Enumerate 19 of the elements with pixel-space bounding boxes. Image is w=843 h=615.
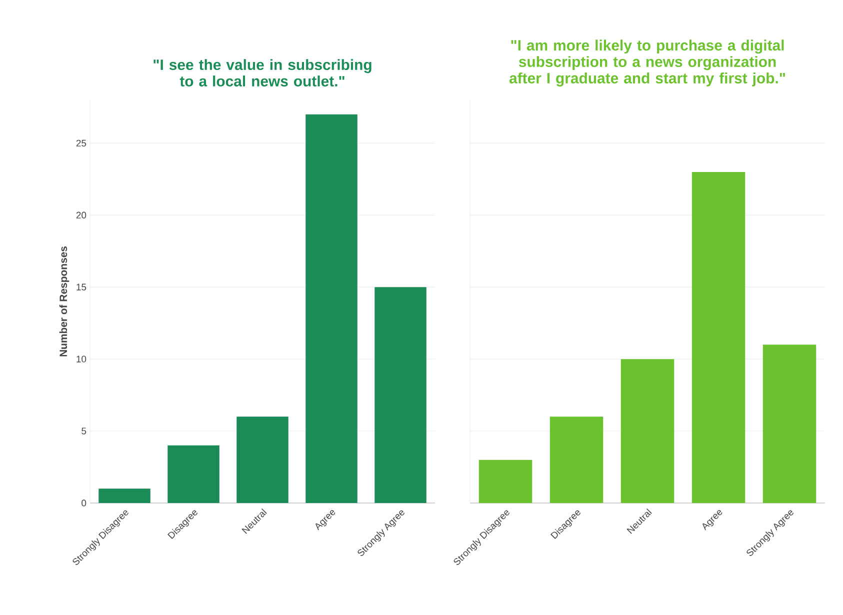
bar: [236, 416, 288, 503]
bar: [306, 114, 358, 503]
y-tick-label: 25: [76, 140, 86, 147]
bar: [692, 172, 746, 503]
bar: [478, 460, 532, 503]
y-tick-label: 15: [76, 284, 86, 290]
bar: [762, 344, 816, 503]
y-axis-title: Number of Responses: [59, 246, 70, 356]
y-tick-label: 20: [76, 212, 86, 218]
y-tick-label: 0: [82, 500, 86, 506]
bar: [168, 445, 220, 503]
bar: [550, 416, 604, 503]
bar: [374, 287, 426, 503]
bar: [620, 359, 674, 503]
chart-title: "I see the value in subscribing to a local news outlet.": [154, 59, 372, 86]
y-tick-label: 10: [76, 356, 86, 362]
bar: [98, 488, 150, 503]
chart-title: "I am more likely to purchase a digital subscription to a news organization after I graduate and start my first job.": [509, 40, 785, 87]
y-tick-label: 5: [82, 428, 86, 434]
